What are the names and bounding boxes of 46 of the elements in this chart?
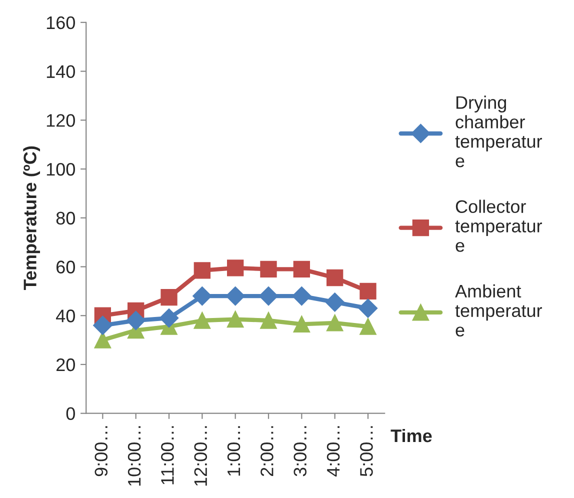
legend-label: Drying chamber temperature xyxy=(455,96,542,168)
point xyxy=(194,312,211,329)
point xyxy=(227,310,244,328)
point xyxy=(325,292,344,312)
y-tick-label: 120 xyxy=(46,114,75,127)
point xyxy=(258,286,278,306)
y-tick-label: 20 xyxy=(56,358,75,372)
y-tick-label: 40 xyxy=(56,310,75,322)
point xyxy=(292,286,312,306)
point xyxy=(260,312,277,329)
point xyxy=(227,260,244,276)
x-tick-label: 4:00… xyxy=(326,426,340,477)
x-tick-label: 2:00… xyxy=(260,426,274,476)
point xyxy=(360,318,376,335)
point xyxy=(360,282,376,300)
point xyxy=(93,316,112,335)
point xyxy=(226,286,245,306)
point xyxy=(126,310,146,330)
y-tick-label: 140 xyxy=(46,65,75,78)
x-tick-label: 5:00… xyxy=(360,426,373,476)
point xyxy=(358,298,378,318)
point xyxy=(160,288,178,306)
y-tick-label: 60 xyxy=(56,260,75,274)
x-tick-label: 1:00… xyxy=(227,426,240,476)
point xyxy=(293,260,310,278)
x-tick-label: 10:00… xyxy=(128,426,141,486)
point xyxy=(159,308,179,328)
point xyxy=(260,260,277,278)
legend-label: Collector temperature xyxy=(455,200,542,252)
x-tick-label: 12:00… xyxy=(194,426,208,486)
point xyxy=(94,332,112,348)
x-tick-label: 9:00… xyxy=(94,426,108,476)
point xyxy=(326,314,344,332)
x-tick-label: 11:00… xyxy=(161,426,174,484)
legend-label: Ambient temperature xyxy=(455,284,542,337)
x-axis-title: Time xyxy=(390,428,432,442)
point xyxy=(194,262,211,279)
y-tick-label: 100 xyxy=(46,162,75,176)
y-tick-label: 0 xyxy=(66,407,75,420)
point xyxy=(326,269,344,286)
point xyxy=(293,316,310,332)
y-tick-label: 160 xyxy=(46,16,75,30)
x-tick-label: 3:00… xyxy=(294,426,307,476)
y-axis-title: Temperature (ºC) xyxy=(23,146,40,290)
y-tick-label: 80 xyxy=(56,212,75,225)
point xyxy=(192,286,212,306)
